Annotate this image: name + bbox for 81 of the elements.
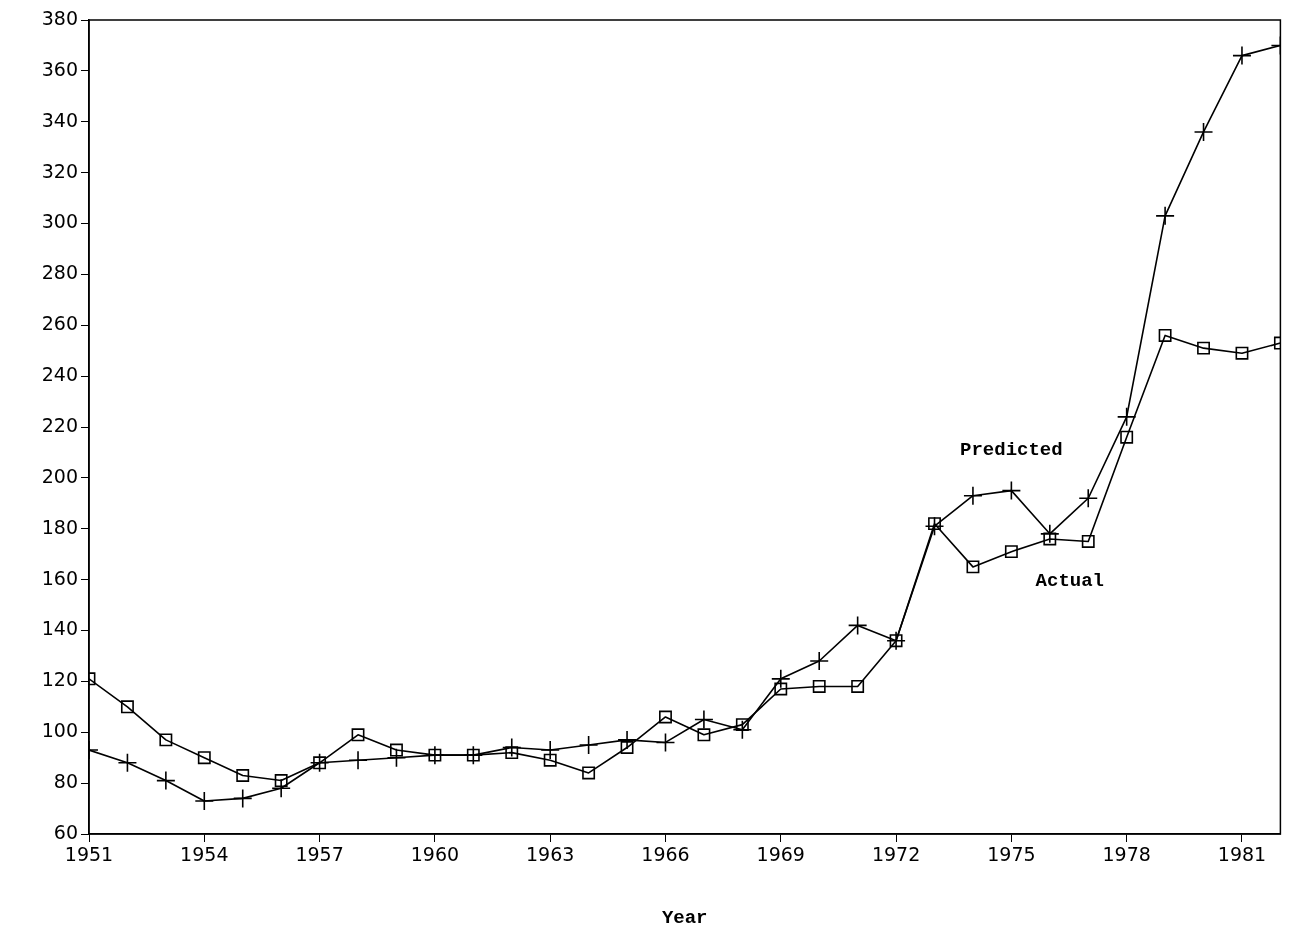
point — [120, 700, 134, 714]
y-tick-label: 280 — [41, 261, 78, 284]
y-tick-label: 240 — [41, 363, 78, 386]
x-axis-title: Year — [661, 907, 708, 930]
point — [543, 753, 557, 767]
point — [232, 788, 253, 809]
x-tick-label: 1978 — [1102, 843, 1151, 866]
y-tick-label: 180 — [41, 515, 78, 538]
point — [963, 485, 983, 506]
y-tick-label: 200 — [41, 464, 78, 487]
y-tick-label: 260 — [41, 312, 78, 335]
point — [578, 735, 599, 755]
point — [735, 718, 749, 732]
x-tick-label: 1951 — [64, 843, 114, 866]
point — [655, 732, 676, 753]
point — [582, 766, 596, 780]
y-tick-label: 160 — [41, 566, 78, 589]
x-tick-label: 1981 — [1217, 843, 1267, 866]
y-tick-label: 360 — [41, 57, 78, 80]
point — [1232, 45, 1252, 66]
point — [812, 680, 826, 693]
y-tick-label: 80 — [53, 770, 78, 793]
point — [697, 728, 711, 742]
x-tick-label: 1972 — [871, 843, 921, 866]
point — [271, 778, 291, 799]
point — [966, 560, 980, 574]
point — [1004, 545, 1018, 559]
point — [924, 516, 945, 537]
x-tick-label: 1966 — [641, 843, 690, 866]
point — [117, 752, 138, 773]
point — [928, 517, 941, 531]
x-tick-label: 1975 — [987, 843, 1036, 866]
point — [197, 751, 211, 765]
point — [194, 791, 215, 811]
point — [540, 740, 560, 760]
y-tick-label: 220 — [41, 413, 78, 436]
x-tick-label: 1954 — [180, 843, 229, 866]
x-tick-label: 1963 — [526, 843, 575, 866]
x-tick-label: 1969 — [756, 843, 805, 866]
point — [1193, 122, 1214, 142]
point — [501, 737, 522, 758]
y-tick-label: 140 — [41, 617, 78, 640]
point — [1116, 407, 1137, 427]
point — [1043, 532, 1057, 546]
point — [236, 769, 250, 782]
point — [274, 774, 288, 788]
point — [659, 710, 672, 724]
point — [1001, 480, 1022, 501]
point — [159, 733, 173, 747]
point — [1235, 346, 1249, 360]
point — [851, 680, 865, 693]
point — [1197, 341, 1210, 355]
y-tick-label: 60 — [53, 820, 78, 843]
series-label: Actual — [1035, 569, 1105, 592]
point — [1120, 430, 1134, 444]
point — [1155, 206, 1175, 226]
point — [732, 719, 753, 740]
point — [1040, 524, 1060, 544]
y-tick-label: 120 — [41, 668, 78, 691]
y-tick-label: 320 — [41, 159, 78, 182]
y-tick-label: 100 — [41, 719, 78, 742]
point — [1081, 535, 1095, 548]
point — [809, 651, 830, 671]
y-tick-label: 340 — [41, 108, 78, 131]
point — [505, 746, 519, 760]
point — [694, 709, 714, 730]
x-tick-label: 1960 — [410, 843, 460, 866]
point — [620, 741, 634, 754]
point — [351, 728, 365, 742]
point — [847, 615, 868, 636]
point — [348, 750, 368, 771]
y-tick-label: 300 — [41, 210, 78, 233]
series-label: Predicted — [960, 439, 1063, 462]
point — [1078, 488, 1099, 509]
y-tick-label: 380 — [41, 6, 78, 29]
point — [390, 743, 403, 757]
x-tick-label: 1957 — [295, 843, 344, 866]
point — [1158, 328, 1172, 342]
point — [770, 669, 791, 689]
point — [774, 682, 788, 696]
point — [156, 770, 176, 791]
